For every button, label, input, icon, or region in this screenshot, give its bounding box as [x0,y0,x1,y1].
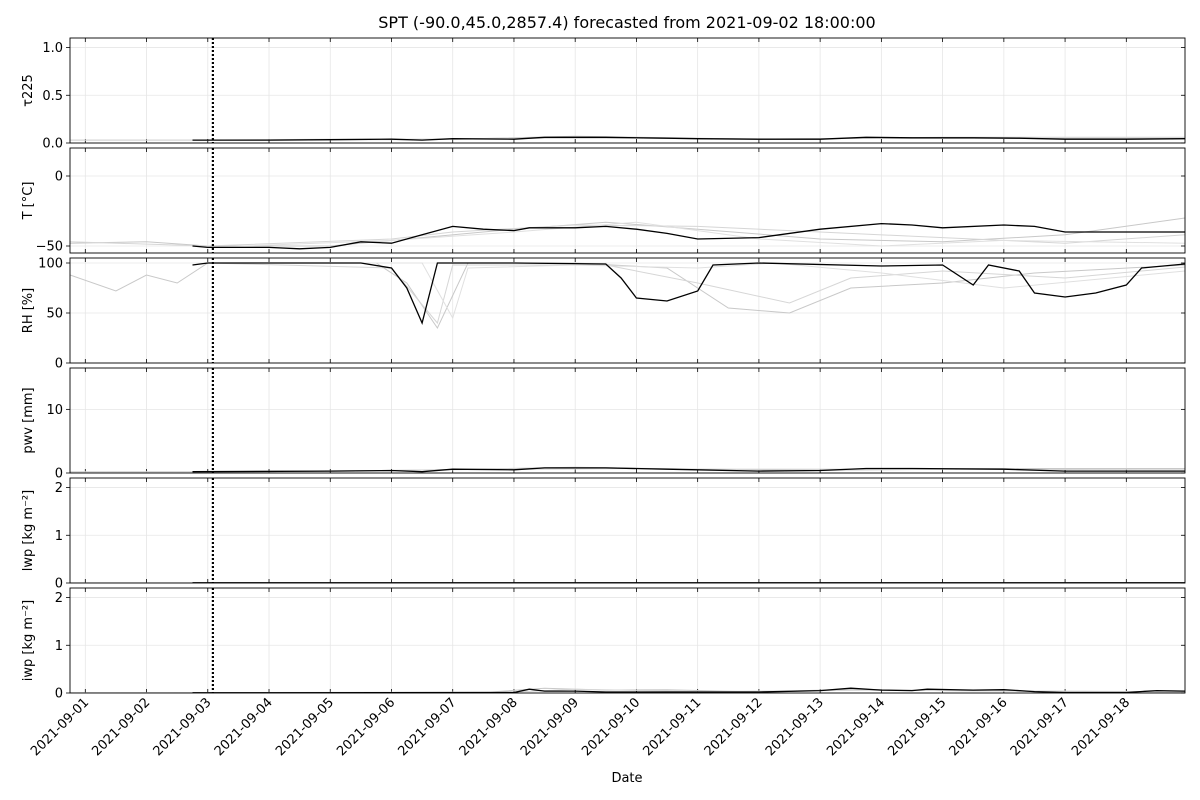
x-tick-label: 2021-09-17 [1008,695,1072,759]
panel-5: 0 1 2 iwp [kg m⁻²] [21,587,1186,702]
forecast-main-line [192,467,1185,473]
x-tick-label: 2021-09-07 [396,695,460,759]
x-tick-label: 2021-09-16 [947,695,1011,759]
y-tick-label: 0 [55,687,63,702]
y-axis-label: RH [%] [21,288,36,333]
chart-title: SPT (-90.0,45.0,2857.4) forecasted from … [378,13,875,32]
x-tick-label: 2021-09-12 [702,695,766,759]
ensemble-member-line [70,262,1185,330]
panel-frame [69,257,1186,364]
panel-frame [69,37,1186,144]
x-tick-label: 2021-09-05 [273,695,337,759]
y-tick-label: 0 [55,577,63,592]
y-axis-label: lwp [kg m⁻²] [21,490,36,571]
x-tick-label: 2021-09-08 [457,695,521,759]
y-tick-label: 50 [46,307,63,322]
x-tick-label: 2021-09-01 [28,695,92,759]
x-tick-label: 2021-09-14 [824,695,888,759]
y-tick-label: 2 [55,591,63,606]
panel-4: 0 1 2 lwp [kg m⁻²] [21,477,1186,592]
panel-0: 0.0 0.5 1.0 τ225 [21,37,1186,152]
forecast-main-line [192,136,1185,141]
y-axis-label: pwv [mm] [21,387,36,453]
y-tick-label: 0.0 [42,137,63,152]
x-tick-label: 2021-09-11 [640,695,704,759]
y-tick-label: 1.0 [42,41,63,56]
y-tick-label: 0.5 [42,89,63,104]
panel-frame [69,477,1186,584]
y-axis-label: T [°C] [21,182,36,221]
panel-1: −50 0 T [°C] [21,147,1186,255]
ensemble-member-line [207,221,1185,248]
y-tick-label: 0 [55,170,63,185]
panel-frame [69,367,1186,474]
panel-3: 0 10 pwv [mm] [21,367,1186,482]
x-tick-label: 2021-09-03 [151,695,215,759]
x-tick-label: 2021-09-10 [579,695,643,759]
forecast-main-line [192,222,1185,250]
y-tick-label: 10 [46,403,63,418]
panel-frame [69,147,1186,254]
x-tick-label: 2021-09-15 [885,695,949,759]
y-axis-label: iwp [kg m⁻²] [21,600,36,681]
x-tick-label: 2021-09-09 [518,695,582,759]
y-tick-label: −50 [36,240,63,255]
x-tick-label: 2021-09-06 [334,695,398,759]
y-tick-label: 1 [55,529,63,544]
panel-frame [69,587,1186,694]
x-tick-label: 2021-09-18 [1069,695,1133,759]
forecast-main-line [192,262,1185,325]
ensemble-member-line [207,262,1185,325]
y-tick-label: 0 [55,357,63,372]
y-tick-label: 0 [55,467,63,482]
ensemble-member-line [70,217,1185,247]
y-axis-label: τ225 [21,74,36,107]
x-tick-label: 2021-09-02 [89,695,153,759]
panel-2: 0 50 100 RH [%] [21,257,1186,372]
y-tick-label: 100 [38,257,63,272]
y-tick-label: 1 [55,639,63,654]
y-tick-label: 2 [55,481,63,496]
x-tick-label: 2021-09-04 [212,695,276,759]
ensemble-member-line [207,262,1185,320]
forecast-main-line [192,687,1185,693]
x-axis-title: Date [611,771,642,786]
x-tick-label: 2021-09-13 [763,695,827,759]
